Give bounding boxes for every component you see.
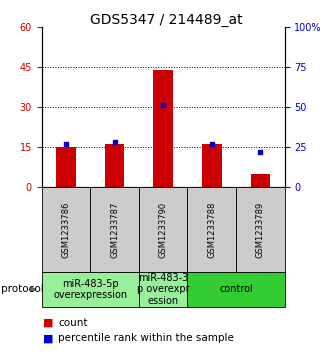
Text: ■: ■ <box>43 333 54 343</box>
Text: GSM1233790: GSM1233790 <box>159 201 168 258</box>
Text: GSM1233787: GSM1233787 <box>110 201 119 258</box>
Text: miR-483-3
p overexpr
ession: miR-483-3 p overexpr ession <box>137 273 189 306</box>
Text: ■: ■ <box>43 318 54 328</box>
Text: GSM1233789: GSM1233789 <box>256 201 265 258</box>
Bar <box>56 147 76 187</box>
Bar <box>105 144 124 187</box>
Text: GDS5347 / 214489_at: GDS5347 / 214489_at <box>90 13 243 27</box>
Text: protocol: protocol <box>1 285 43 294</box>
Text: percentile rank within the sample: percentile rank within the sample <box>58 333 234 343</box>
Text: count: count <box>58 318 88 328</box>
Bar <box>251 174 270 187</box>
Bar <box>154 70 173 187</box>
Text: GSM1233786: GSM1233786 <box>61 201 71 258</box>
Text: GSM1233788: GSM1233788 <box>207 201 216 258</box>
Text: miR-483-5p
overexpression: miR-483-5p overexpression <box>53 279 127 300</box>
Bar <box>202 144 221 187</box>
Text: control: control <box>219 285 253 294</box>
